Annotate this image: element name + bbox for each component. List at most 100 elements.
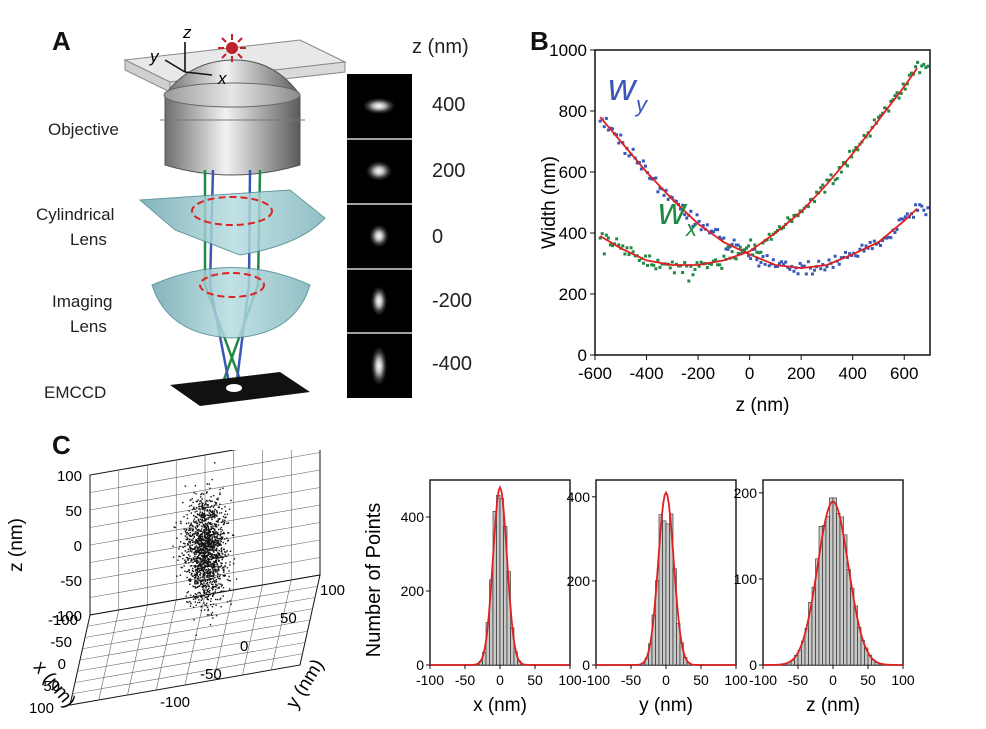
data-point — [215, 556, 217, 559]
data-point — [672, 271, 676, 275]
data-point — [211, 537, 213, 539]
data-point — [201, 498, 203, 500]
data-point — [602, 252, 606, 256]
data-point — [207, 504, 209, 506]
data-point — [201, 567, 203, 570]
data-point — [178, 555, 180, 558]
data-point — [211, 564, 213, 566]
data-point — [195, 561, 198, 564]
psf-spot — [366, 161, 392, 181]
data-point — [195, 506, 198, 509]
data-point — [210, 540, 213, 542]
data-point — [197, 551, 199, 554]
data-point — [212, 506, 215, 508]
data-point — [736, 252, 740, 256]
data-point — [786, 216, 790, 220]
data-point — [199, 500, 201, 502]
data-point — [207, 525, 209, 528]
zstack-header: z (nm) — [412, 36, 469, 58]
data-point — [220, 590, 222, 593]
data-point — [213, 512, 216, 514]
data-point — [817, 259, 821, 263]
data-point — [184, 485, 187, 487]
data-point — [196, 500, 198, 503]
data-point — [918, 203, 922, 207]
data-point — [194, 587, 197, 589]
data-point — [204, 547, 207, 549]
data-point — [224, 555, 226, 557]
data-point — [198, 591, 201, 594]
data-point — [213, 510, 216, 512]
data-point — [204, 542, 206, 544]
data-point — [205, 547, 208, 550]
data-point — [213, 565, 215, 568]
data-point — [693, 222, 697, 226]
data-point — [213, 546, 216, 548]
data-point — [201, 542, 204, 545]
data-point — [617, 141, 621, 145]
data-point — [217, 518, 220, 520]
data-point — [202, 574, 204, 576]
data-point — [190, 547, 192, 549]
data-point — [215, 584, 217, 586]
data-point — [679, 264, 683, 268]
data-point — [778, 225, 782, 229]
data-point — [204, 604, 206, 606]
data-point — [220, 512, 223, 514]
data-point — [804, 272, 808, 276]
data-point — [197, 579, 199, 581]
data-point — [208, 512, 210, 514]
data-point — [214, 543, 217, 546]
data-point — [864, 244, 868, 248]
data-point — [186, 591, 188, 594]
data-point — [212, 525, 214, 527]
y-tick-label: 0 — [240, 638, 248, 655]
data-point — [199, 585, 201, 587]
data-point — [194, 550, 196, 553]
label-imaging: Imaging — [52, 292, 113, 311]
data-point — [205, 530, 207, 532]
data-point — [194, 508, 196, 510]
data-point — [209, 536, 211, 538]
data-point — [872, 239, 876, 243]
y-tick-label: -50 — [200, 666, 222, 683]
data-point — [213, 580, 216, 582]
data-point — [219, 492, 221, 494]
data-point — [196, 526, 199, 528]
data-point — [213, 566, 215, 569]
data-point — [881, 111, 885, 115]
data-point — [176, 537, 178, 539]
data-point — [198, 523, 200, 526]
data-point — [207, 554, 209, 556]
data-point — [212, 516, 214, 519]
data-point — [215, 502, 218, 504]
objective — [164, 59, 301, 176]
grid-line — [242, 584, 263, 676]
data-point — [901, 217, 905, 221]
data-point — [177, 559, 179, 561]
data-point — [197, 499, 199, 501]
data-point — [188, 539, 190, 541]
x-tick-label: -200 — [681, 364, 715, 383]
data-point — [210, 549, 212, 551]
data-point — [216, 533, 218, 535]
data-point — [598, 236, 602, 240]
data-point — [916, 60, 920, 64]
data-point — [219, 493, 221, 496]
data-point — [819, 267, 823, 271]
data-point — [202, 539, 204, 542]
data-point — [650, 177, 654, 181]
data-point — [213, 542, 215, 544]
data-point — [784, 260, 788, 264]
data-point — [222, 532, 224, 535]
data-point — [213, 534, 215, 536]
data-point — [205, 528, 207, 530]
data-point — [194, 570, 197, 572]
data-point — [872, 118, 876, 122]
data-point — [198, 552, 201, 555]
data-point — [222, 541, 225, 544]
histogram-bar — [499, 498, 504, 666]
x-tick-label: -50 — [50, 634, 72, 651]
data-point — [190, 512, 193, 514]
